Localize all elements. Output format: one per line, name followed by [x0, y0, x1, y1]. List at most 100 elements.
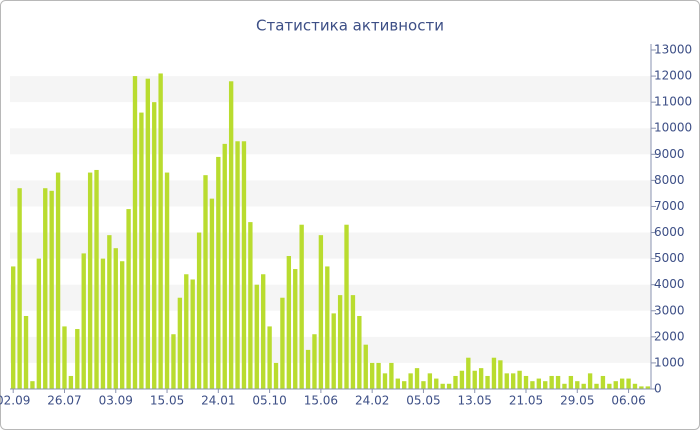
bar — [293, 269, 298, 389]
bar — [549, 375, 554, 389]
y-tick-label: 9000 — [654, 147, 685, 161]
bar — [132, 76, 138, 390]
bar — [280, 297, 285, 389]
bar — [491, 357, 497, 389]
bar — [216, 156, 221, 389]
bar — [382, 373, 388, 389]
bar — [568, 375, 574, 389]
bar — [408, 373, 413, 389]
y-tick-label: 3000 — [654, 303, 685, 317]
bar — [344, 224, 349, 389]
x-tick-label: 15.05 — [150, 394, 184, 408]
bar — [517, 370, 522, 389]
bar — [318, 235, 324, 389]
bar — [504, 373, 509, 389]
x-tick-label: 26.07 — [47, 394, 81, 408]
bar — [177, 297, 183, 389]
bar — [81, 253, 86, 389]
y-tick-label: 13000 — [654, 43, 692, 57]
bar — [119, 261, 125, 389]
bar — [17, 188, 22, 389]
y-tick-label: 2000 — [654, 329, 685, 343]
bar — [395, 378, 400, 389]
bar — [11, 266, 16, 389]
bar — [273, 362, 279, 389]
bar — [389, 362, 394, 389]
x-tick-label: 13.05 — [458, 394, 492, 408]
bar — [254, 284, 259, 389]
y-tick-label: 0 — [654, 382, 662, 396]
bar — [184, 274, 189, 389]
bar — [23, 315, 29, 389]
bar — [261, 274, 266, 389]
bar — [543, 381, 548, 389]
bar — [581, 383, 586, 389]
x-tick-label: 06.06 — [611, 394, 645, 408]
bar — [626, 378, 631, 389]
bar — [49, 190, 54, 389]
bar — [43, 188, 48, 389]
bar — [440, 383, 445, 389]
bar — [62, 326, 67, 389]
bar — [613, 381, 618, 389]
y-tick-label: 7000 — [654, 199, 685, 213]
y-tick-label: 10000 — [654, 121, 692, 135]
y-tick-label: 5000 — [654, 251, 685, 265]
grid-band — [10, 232, 651, 259]
grid-band — [10, 180, 651, 207]
x-tick-label: 24.02 — [355, 394, 389, 408]
bar — [555, 375, 561, 389]
bar — [446, 383, 452, 389]
bar — [600, 375, 606, 389]
bar — [632, 383, 638, 389]
x-tick-label: 29.05 — [560, 394, 594, 408]
bar — [107, 235, 112, 389]
bar — [228, 81, 234, 390]
bar — [126, 209, 131, 389]
bar — [36, 258, 42, 389]
bar — [523, 375, 529, 389]
bar — [376, 362, 381, 389]
x-tick-label: 24.01 — [201, 394, 235, 408]
bar — [357, 315, 362, 389]
y-tick-label: 12000 — [654, 69, 692, 83]
bar — [190, 279, 195, 389]
bar — [485, 375, 490, 389]
bar — [536, 378, 542, 389]
bar — [498, 360, 503, 389]
bar — [363, 344, 368, 389]
x-tick-label: 05.05 — [406, 394, 440, 408]
x-tick-label: 15.06 — [304, 394, 338, 408]
bar — [248, 222, 253, 389]
y-tick-label: 1000 — [654, 355, 685, 369]
bar — [434, 378, 439, 389]
bar — [113, 248, 118, 389]
bar — [472, 370, 477, 389]
bar — [203, 175, 208, 389]
bar — [164, 172, 170, 389]
bar — [478, 368, 484, 389]
bar — [619, 378, 625, 389]
bar — [222, 143, 227, 389]
bar — [145, 78, 150, 389]
grid-band — [10, 336, 651, 363]
bar — [152, 102, 157, 390]
y-tick-label: 11000 — [654, 95, 692, 109]
bar — [421, 381, 426, 389]
y-tick-label: 6000 — [654, 225, 685, 239]
y-tick-label: 8000 — [654, 173, 685, 187]
bar — [158, 73, 163, 389]
bar — [139, 112, 144, 389]
bar — [594, 383, 599, 389]
x-tick-label: 05.10 — [252, 394, 286, 408]
bar — [305, 349, 311, 389]
bar — [466, 357, 471, 389]
bar — [94, 169, 99, 389]
bar — [337, 295, 343, 389]
grid-band — [10, 284, 651, 311]
bar — [325, 266, 330, 389]
bar — [427, 373, 433, 389]
bar — [530, 381, 535, 389]
bar — [402, 381, 407, 389]
